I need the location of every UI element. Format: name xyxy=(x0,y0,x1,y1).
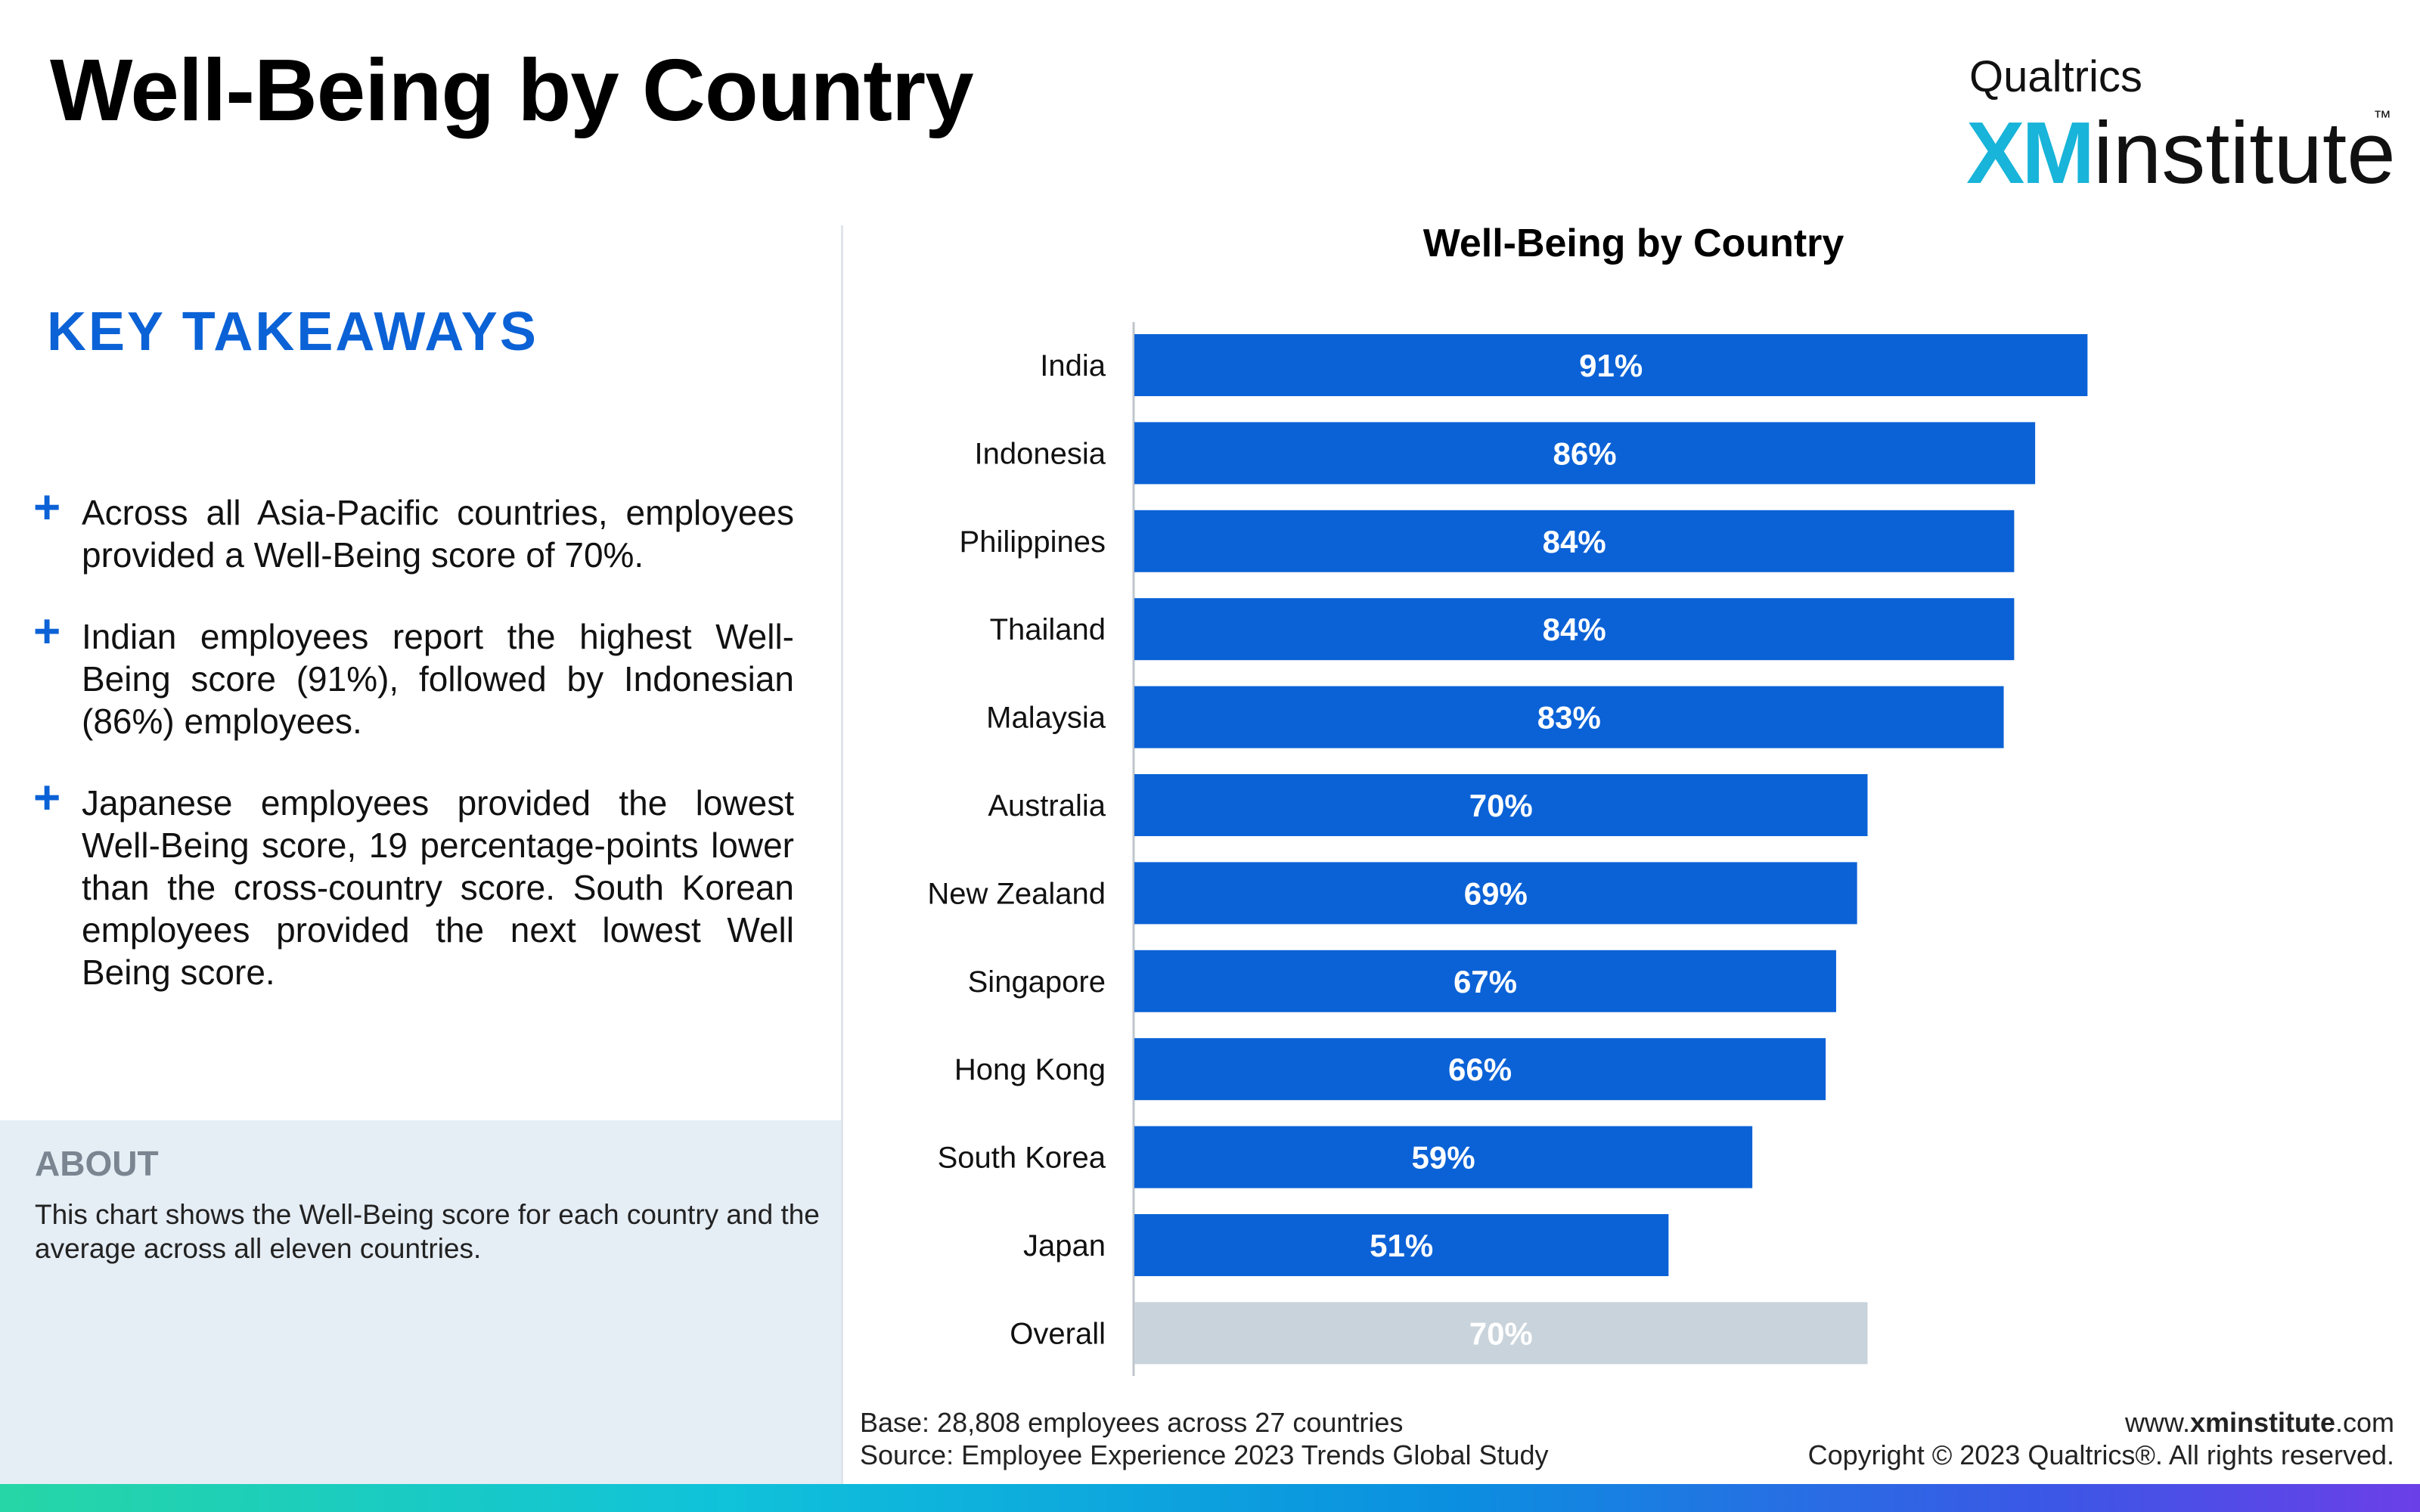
category-label: Australia xyxy=(988,789,1106,823)
bar-indonesia xyxy=(1134,422,2036,485)
logo-institute: institute xyxy=(2093,104,2396,202)
data-label: 70% xyxy=(1469,1315,1533,1351)
chart-footnote: Base: 28,808 employees across 27 countri… xyxy=(860,1406,1549,1471)
copyright-text: Copyright © 2023 Qualtrics®. All rights … xyxy=(1807,1439,2394,1470)
data-label: 86% xyxy=(1553,435,1617,471)
category-label: Hong Kong xyxy=(954,1053,1106,1086)
logo-trademark: ™ xyxy=(2373,107,2391,128)
data-label: 66% xyxy=(1448,1052,1512,1087)
category-label: India xyxy=(1040,349,1106,383)
category-label: Indonesia xyxy=(975,437,1106,470)
takeaway-item: + Japanese employees provided the lowest… xyxy=(30,775,794,993)
category-label: Singapore xyxy=(968,965,1106,999)
takeaway-text: Across all Asia-Pacific countries, emplo… xyxy=(82,493,794,575)
takeaway-item: + Across all Asia-Pacific countries, emp… xyxy=(30,485,794,576)
plus-icon: + xyxy=(33,772,61,824)
footnote-source: Source: Employee Experience 2023 Trends … xyxy=(860,1439,1549,1470)
bar-thailand xyxy=(1134,598,2015,661)
bar-india xyxy=(1134,334,2088,396)
category-label: South Korea xyxy=(938,1142,1106,1175)
about-text: This chart shows the Well-Being score fo… xyxy=(35,1199,820,1264)
plus-icon: + xyxy=(33,606,61,658)
data-label: 51% xyxy=(1370,1228,1433,1263)
panel-divider xyxy=(841,225,843,1484)
data-label: 70% xyxy=(1469,788,1533,823)
bar-malaysia xyxy=(1134,686,2004,748)
takeaway-text: Japanese employees provided the lowest W… xyxy=(82,783,794,992)
url-bold: xminstitute xyxy=(2189,1407,2335,1438)
page-title: Well-Being by Country xyxy=(50,41,974,139)
category-label: Malaysia xyxy=(986,702,1106,735)
xm-institute-logo: Qualtrics XM institute ™ xyxy=(1966,30,2405,197)
data-label: 91% xyxy=(1579,348,1643,383)
bar-australia xyxy=(1134,774,1868,836)
bar-hong-kong xyxy=(1134,1038,1826,1101)
chart-title: Well-Being by Country xyxy=(1423,222,1844,265)
bar-south-korea xyxy=(1134,1126,1753,1188)
bar-singapore xyxy=(1134,950,1836,1012)
bar-overall xyxy=(1134,1302,1868,1365)
data-label: 83% xyxy=(1537,700,1601,736)
data-label: 69% xyxy=(1464,875,1528,911)
about-panel: ABOUT This chart shows the Well-Being sc… xyxy=(0,1120,841,1484)
category-label: Philippines xyxy=(960,525,1106,559)
category-label: New Zealand xyxy=(927,877,1106,910)
well-being-bar-chart: India 91% Indonesia 86% Philippines 84% Thaila… xyxy=(927,322,2088,1376)
bar-japan xyxy=(1134,1214,1669,1276)
website-link[interactable]: www.xminstitute.com xyxy=(1808,1406,2394,1439)
key-takeaways-heading: KEY TAKEAWAYS xyxy=(47,302,538,362)
plus-icon: + xyxy=(33,482,61,534)
data-label: 84% xyxy=(1543,612,1606,647)
footer-gradient-bar xyxy=(0,1484,2420,1512)
takeaways-list: + Across all Asia-Pacific countries, emp… xyxy=(30,485,794,1033)
footer-right: www.xminstitute.com Copyright © 2023 Qua… xyxy=(1808,1406,2394,1471)
bar-new-zealand xyxy=(1134,862,1857,925)
data-label: 59% xyxy=(1412,1140,1475,1176)
logo-xm: XM xyxy=(1966,104,2095,202)
category-label: Japan xyxy=(1023,1229,1106,1263)
url-suffix: .com xyxy=(2335,1407,2394,1438)
data-label: 84% xyxy=(1543,524,1606,559)
takeaway-text: Indian employees report the highest Well… xyxy=(82,617,794,741)
footnote-base: Base: 28,808 employees across 27 countri… xyxy=(860,1407,1404,1438)
bar-philippines xyxy=(1134,510,2015,572)
takeaway-item: + Indian employees report the highest We… xyxy=(30,609,794,742)
about-heading: ABOUT xyxy=(35,1144,159,1183)
category-label: Thailand xyxy=(990,613,1106,646)
logo-brand: Qualtrics xyxy=(1969,52,2142,101)
url-prefix: www. xyxy=(2124,1407,2190,1438)
category-label: Overall xyxy=(1010,1317,1106,1350)
data-label: 67% xyxy=(1454,964,1517,999)
